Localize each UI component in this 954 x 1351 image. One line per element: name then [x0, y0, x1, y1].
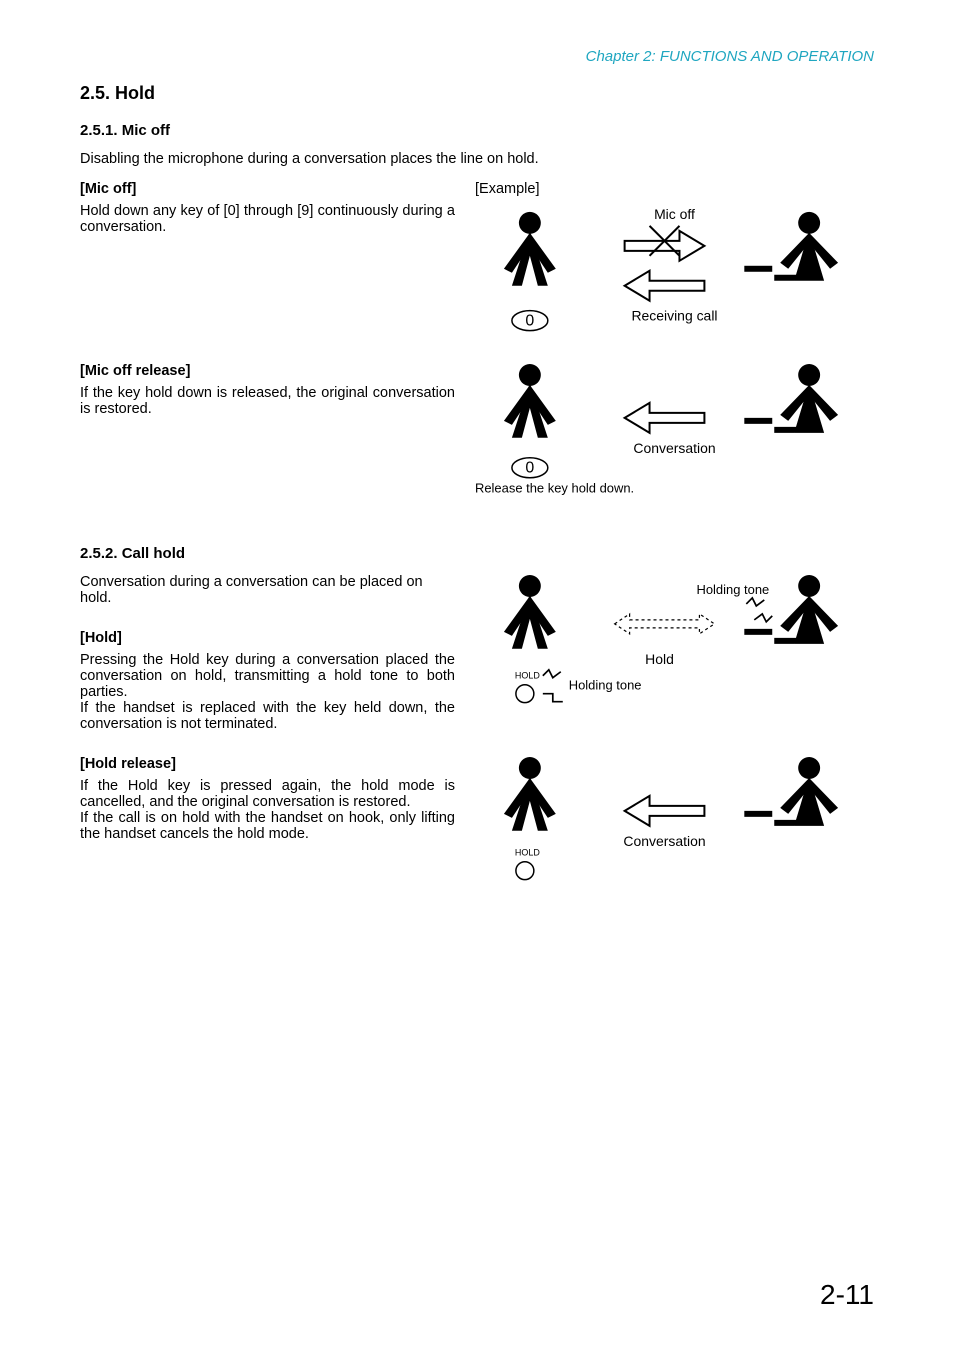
hold-release-label: [Hold release]: [80, 756, 455, 772]
micoff-text: Hold down any key of [0] through [9] con…: [80, 203, 455, 235]
conversation-label: Conversation: [633, 440, 715, 456]
figure-micoff: 0 Mic off Receiving call: [475, 181, 874, 341]
micoff-release-label: [Mic off release]: [80, 363, 455, 379]
person-sitting-icon: [744, 757, 838, 826]
hold-text1: Pressing the Hold key during a conversat…: [80, 652, 455, 700]
hold-label: [Hold]: [80, 630, 455, 646]
micoff-heading: 2.5.1. Mic off: [80, 122, 874, 139]
hold-arrow-label: Hold: [645, 651, 674, 667]
key-0-label-2: 0: [525, 460, 534, 477]
micoff-arrow-label: Mic off: [654, 206, 695, 222]
receiving-label: Receiving call: [631, 308, 717, 324]
callhold-intro: Conversation during a conversation can b…: [80, 574, 455, 606]
key-0-label: 0: [525, 313, 534, 330]
section-title: 2.5. Hold: [80, 83, 874, 104]
page-number: 2-11: [820, 1279, 874, 1311]
person-sitting-icon: [744, 364, 838, 433]
person-standing-icon: [504, 575, 556, 649]
hold-text2: If the handset is replaced with the key …: [80, 700, 455, 732]
micoff-release-text: If the key hold down is released, the or…: [80, 385, 455, 417]
hold-key-label-2: HOLD: [515, 848, 540, 858]
figure-micoff-release: 0 Conversation Release the key hold down…: [475, 363, 874, 523]
conversation-label-2: Conversation: [623, 833, 705, 849]
micoff-label: [Mic off]: [80, 181, 455, 197]
holding-tone-right: Holding tone: [697, 582, 770, 597]
hold-release-text2: If the call is on hold with the handset …: [80, 810, 455, 842]
hold-release-text1: If the Hold key is pressed again, the ho…: [80, 778, 455, 810]
person-sitting-icon: [744, 212, 838, 281]
figure-hold-release: HOLD Conversation: [475, 756, 874, 916]
hold-key-label: HOLD: [515, 671, 540, 681]
person-standing-icon: [504, 757, 556, 831]
release-caption: Release the key hold down.: [475, 481, 634, 496]
figure-callhold: HOLD Holding tone Hold Holding tone: [475, 574, 874, 734]
holding-tone-left: Holding tone: [569, 678, 642, 693]
micoff-intro: Disabling the microphone during a conver…: [80, 151, 874, 167]
person-standing-icon: [504, 212, 556, 286]
chapter-header: Chapter 2: FUNCTIONS AND OPERATION: [80, 48, 874, 65]
person-standing-icon: [504, 364, 556, 438]
callhold-heading: 2.5.2. Call hold: [80, 545, 874, 562]
